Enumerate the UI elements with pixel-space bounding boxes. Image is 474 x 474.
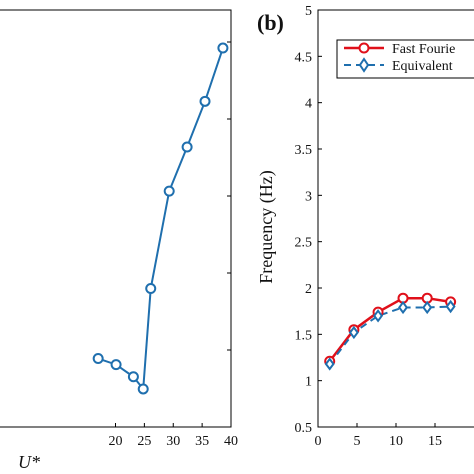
- panel-b-y-ticks: 0.5 1 1.5 2 2.5 3 3.5 4 4.5 5: [295, 4, 322, 436]
- panel-a-data-point: [92, 353, 104, 365]
- panel-b-y-tick-label: 4: [305, 97, 312, 112]
- panel-b-x-tick-label: 5: [354, 434, 361, 449]
- panel-b-equivalent-point: [398, 300, 409, 315]
- panel-a: 20 25 30 35 40 U*: [0, 9, 238, 472]
- panel-b-y-tick-label: 1.5: [295, 328, 313, 343]
- panel-b-equivalent-point: [422, 300, 433, 315]
- legend-equivalent-swatch-marker: [358, 57, 370, 73]
- legend-equivalent-label: Equivalent: [392, 59, 453, 74]
- panel-b-y-tick-label: 2.5: [295, 236, 313, 251]
- panel-a-data-point: [199, 95, 211, 107]
- panel-b-series-equivalent-line: [328, 305, 451, 365]
- panel-a-x-ticks: 20 25 30 35 40: [109, 41, 238, 449]
- panel-a-x-tick-label: 20: [109, 434, 123, 449]
- panel-a-markers: [92, 42, 229, 395]
- legend: Fast Fourie Equivalent: [336, 39, 474, 79]
- panel-a-x-tick-label: 30: [166, 434, 180, 449]
- legend-fft-label: Fast Fourie: [392, 42, 455, 57]
- panel-b-x-tick-label: 15: [428, 434, 442, 449]
- panel-a-x-axis-label: U*: [18, 452, 40, 472]
- panel-a-data-point: [181, 141, 193, 153]
- panel-b-equivalent-markers: [324, 299, 456, 371]
- panel-b-equivalent-point: [324, 357, 335, 371]
- panel-a-data-point: [163, 185, 175, 197]
- panel-b-y-tick-label: 0.5: [295, 421, 313, 436]
- panel-b-y-axis-label: Frequency (Hz): [256, 170, 277, 283]
- panel-a-x-tick-label: 35: [195, 434, 209, 449]
- legend-fft-swatch-marker: [358, 42, 370, 54]
- panel-b-label: (b): [257, 10, 284, 35]
- panel-b-y-tick-label: 2: [305, 282, 312, 297]
- panel-b-x-tick-label: 0: [315, 434, 322, 449]
- panel-a-data-point: [137, 383, 149, 395]
- panel-a-data-point: [217, 42, 229, 54]
- panel-a-x-tick-label: 40: [224, 434, 238, 449]
- panel-b: (b) Frequency (Hz) 0.511.522.533.544.55 …: [256, 4, 474, 449]
- panel-b-y-tick-label: 3: [305, 189, 312, 204]
- panel-b-x-ticks: 0 5 10 15: [315, 423, 442, 449]
- panel-b-equivalent-point: [445, 299, 456, 314]
- panel-b-y-tick-label: 3.5: [295, 143, 313, 158]
- panel-b-equivalent-point: [373, 309, 384, 323]
- panel-b-y-tick-label: 5: [305, 4, 312, 19]
- panel-b-y-tick-label: 1: [305, 375, 312, 390]
- panel-a-data-point: [145, 283, 157, 295]
- panel-a-data-point: [110, 359, 122, 371]
- panel-b-y-tick-label: 4.5: [295, 50, 313, 65]
- panel-b-x-tick-label: 10: [389, 434, 403, 449]
- panel-b-equivalent-point: [348, 325, 359, 340]
- panel-a-x-tick-label: 25: [137, 434, 151, 449]
- panel-a-data-point: [127, 371, 139, 383]
